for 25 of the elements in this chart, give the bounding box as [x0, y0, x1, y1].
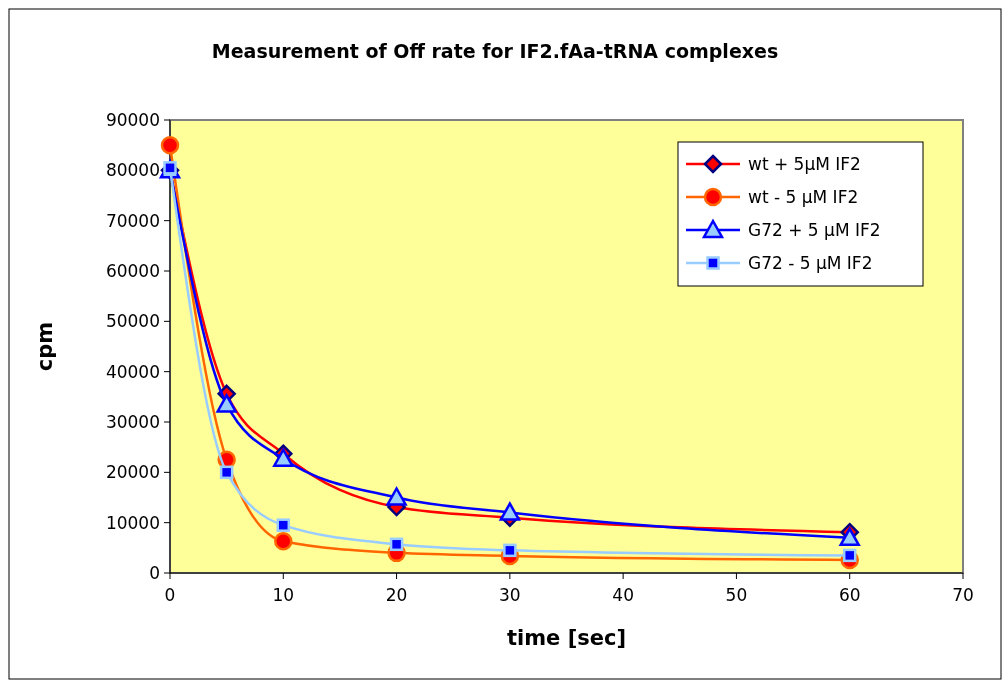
y-tick-label: 0: [149, 562, 160, 583]
y-tick-label: 90000: [105, 109, 160, 130]
y-tick-label: 60000: [105, 260, 160, 281]
y-tick-label: 70000: [105, 210, 160, 231]
x-tick-label: 50: [725, 585, 748, 605]
x-axis-title: time [sec]: [506, 626, 627, 650]
x-tick-label: 20: [385, 585, 408, 605]
x-tick-label: 40: [612, 585, 634, 605]
y-tick-label: 20000: [105, 462, 160, 483]
x-tick-label: 30: [499, 585, 521, 605]
legend-label: G72 + 5 µM IF2: [748, 219, 881, 240]
chart-title: Measurement of Off rate for IF2.fAa-tRNA complexes: [211, 40, 779, 62]
x-tick-label: 10: [272, 585, 295, 605]
x-tick-label: 70: [952, 585, 974, 605]
legend-label: G72 - 5 µM IF2: [748, 252, 873, 273]
legend-label: wt - 5 µM IF2: [748, 186, 859, 207]
x-tick-label: 60: [838, 585, 861, 605]
y-tick-label: 30000: [105, 411, 160, 432]
y-tick-label: 10000: [105, 512, 160, 533]
y-tick-label: 50000: [105, 311, 160, 332]
y-tick-label: 80000: [105, 160, 160, 181]
x-tick-label: 0: [164, 585, 176, 605]
y-tick-label: 40000: [105, 361, 160, 382]
y-axis-title: cpm: [33, 321, 57, 372]
legend-label: wt + 5µM IF2: [748, 153, 861, 174]
